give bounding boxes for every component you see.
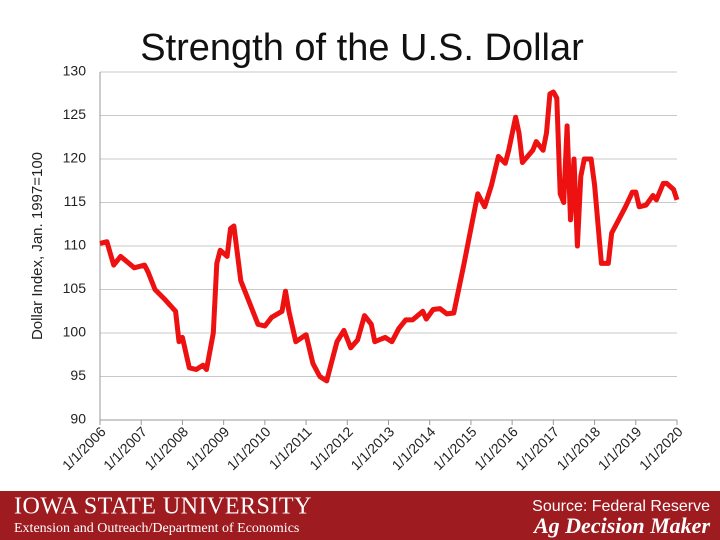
chart-title: Strength of the U.S. Dollar (140, 27, 584, 69)
y-tick-label: 130 (63, 63, 87, 79)
brand: Ag Decision Maker (532, 513, 710, 538)
y-tick-label: 105 (63, 280, 87, 296)
department: Extension and Outreach/Department of Eco… (14, 521, 299, 536)
y-tick-label: 125 (63, 106, 87, 122)
y-tick-label: 90 (70, 411, 86, 427)
y-tick-label: 110 (64, 237, 87, 253)
y-tick-label: 95 (70, 367, 86, 383)
y-tick-label: 115 (64, 193, 87, 209)
y-axis-label: Dollar Index, Jan. 1997=100 (29, 152, 46, 340)
y-tick-label: 100 (63, 324, 87, 340)
footer-band (0, 491, 720, 540)
data-line (99, 89, 680, 384)
university: IOWA STATE UNIVERSITY (14, 494, 312, 520)
source: Source: Federal Reserve (532, 498, 710, 515)
y-tick-label: 120 (63, 150, 87, 166)
